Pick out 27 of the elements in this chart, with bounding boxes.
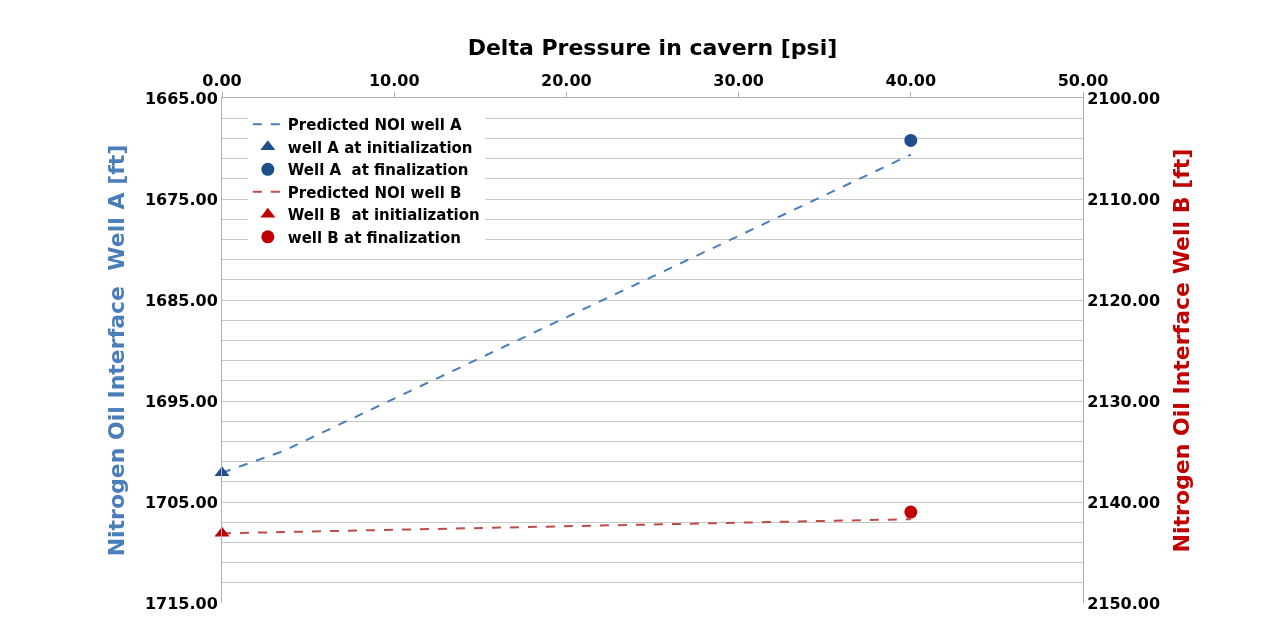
y-tick-label: 1665.00 [144,88,218,108]
legend-label: well A at initialization [287,138,473,157]
legend-label: Predicted NOI well A [287,116,463,135]
y2-tick-label: 2130.00 [1087,391,1161,411]
y2-tick-label: 2120.00 [1087,290,1161,310]
y-tick-label: 1715.00 [144,593,218,613]
y2-tick-label: 2150.00 [1087,593,1161,613]
y2-tick-label: 2140.00 [1087,492,1161,512]
y-tick-label: 1685.00 [144,290,218,310]
x-tick-label: 50.00 [1057,70,1109,90]
legend-label: Predicted NOI well B [287,183,462,202]
y2-tick-label: 2110.00 [1087,189,1161,209]
x-tick-label: 30.00 [713,70,764,90]
y2-axis-title: Nitrogen Oil Interface Well B [ft] [1168,148,1194,553]
x-tick-label: 0.00 [202,70,242,90]
x-tick-label: 40.00 [885,70,937,90]
legend-label: Well B at initialization [287,206,480,225]
y-tick-label: 1695.00 [144,391,218,411]
legend-label: Well A at finalization [287,161,469,180]
x-tick-label: 20.00 [541,70,592,90]
legend-label: well B at finalization [287,228,461,247]
y-axis-title: Nitrogen Oil Interface Well A [ft] [103,144,129,557]
y-tick-label: 1675.00 [144,189,218,209]
y-tick-label: 1705.00 [144,492,218,512]
y2-tick-label: 2100.00 [1087,88,1161,108]
x-tick-label: 10.00 [368,70,420,90]
x-axis-title: Delta Pressure in cavern [psi] [467,35,838,61]
